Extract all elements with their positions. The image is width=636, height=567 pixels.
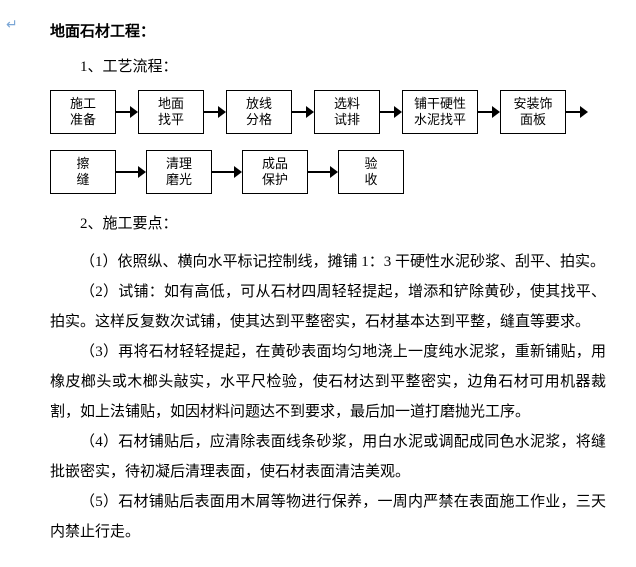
- document-page: 地面石材工程： 1、工艺流程： 施工准备地面找平放线分格选料试排铺干硬性水泥找平…: [0, 0, 636, 567]
- arrow-icon: [204, 106, 226, 118]
- flow-step: 成品保护: [242, 150, 308, 194]
- flow-step: 选料试排: [314, 90, 380, 134]
- arrow-icon: [292, 106, 314, 118]
- arrow-icon: [212, 166, 242, 178]
- paragraph-list: （1）依照纵、横向水平标记控制线，摊铺 1：3 干硬性水泥砂浆、刮平、拍实。（2…: [50, 247, 606, 547]
- flow-step: 放线分格: [226, 90, 292, 134]
- paragraph: （5）石材铺贴后表面用木屑等物进行保养，一周内严禁在表面施工作业，三天内禁止行走…: [50, 487, 606, 547]
- flow-step: 施工准备: [50, 90, 116, 134]
- flow-step: 清理磨光: [146, 150, 212, 194]
- flow-step: 安装饰面板: [500, 90, 566, 134]
- paragraph: （4）石材铺贴后，应清除表面线条砂浆，用白水泥或调配成同色水泥浆，将缝批嵌密实，…: [50, 427, 606, 487]
- section-title: 地面石材工程：: [50, 20, 606, 41]
- flow-step: 铺干硬性水泥找平: [402, 90, 478, 134]
- paragraph: （2）试铺：如有高低，可从石材四周轻轻提起，增添和铲除黄砂，使其找平、拍实。这样…: [50, 277, 606, 337]
- arrow-icon: [116, 166, 146, 178]
- paragraph: （3）再将石材轻轻提起，在黄砂表面均匀地浇上一度纯水泥浆，重新铺贴，用橡皮榔头或…: [50, 337, 606, 427]
- flow-step: 地面找平: [138, 90, 204, 134]
- flowchart: 施工准备地面找平放线分格选料试排铺干硬性水泥找平安装饰面板 擦缝清理磨光成品保护…: [50, 90, 606, 194]
- arrow-icon: [478, 106, 500, 118]
- flow-row-1: 施工准备地面找平放线分格选料试排铺干硬性水泥找平安装饰面板: [50, 90, 606, 134]
- flow-row-2: 擦缝清理磨光成品保护验收: [50, 150, 606, 194]
- flow-step: 验收: [338, 150, 404, 194]
- arrow-icon: [380, 106, 402, 118]
- subheading-flow: 1、工艺流程：: [50, 55, 606, 76]
- subheading-points: 2、施工要点：: [50, 212, 606, 233]
- flow-step: 擦缝: [50, 150, 116, 194]
- margin-marker: ↵: [6, 16, 18, 33]
- arrow-icon: [308, 166, 338, 178]
- paragraph: （1）依照纵、横向水平标记控制线，摊铺 1：3 干硬性水泥砂浆、刮平、拍实。: [50, 247, 606, 277]
- arrow-icon: [566, 106, 588, 118]
- arrow-icon: [116, 106, 138, 118]
